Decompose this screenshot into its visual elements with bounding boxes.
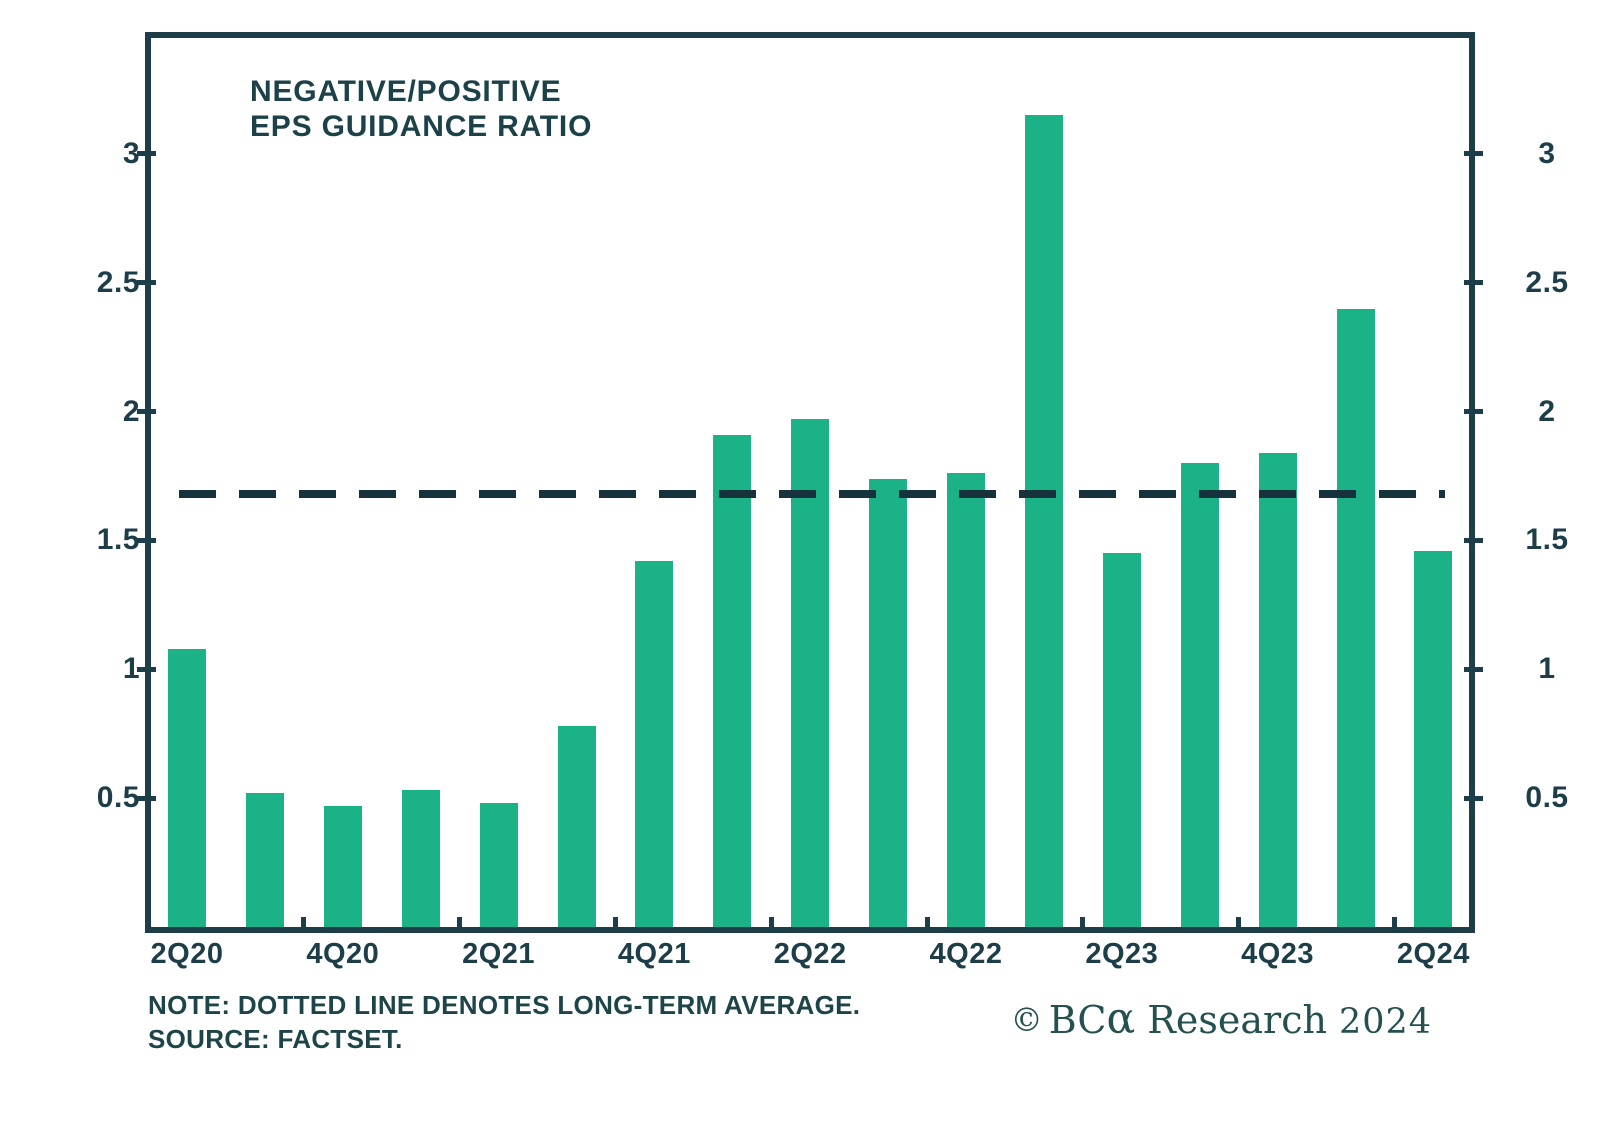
- x-axis-label-2Q20: 2Q20: [150, 938, 224, 970]
- chart-title-line2: EPS GUIDANCE RATIO: [250, 110, 593, 143]
- y-tick-mark: [137, 151, 156, 157]
- bar-2Q22: [791, 419, 830, 927]
- y-tick-mark: [137, 537, 156, 543]
- y-axis-label-left-1: 1: [122, 652, 140, 686]
- bar-1Q22: [713, 434, 752, 927]
- x-axis-label-2Q24: 2Q24: [1396, 938, 1470, 970]
- x-tick-mark: [301, 917, 307, 933]
- y-tick-mark: [137, 280, 156, 286]
- y-tick-mark: [137, 795, 156, 801]
- x-tick-mark: [612, 917, 618, 933]
- brand-year: 2024: [1339, 1002, 1432, 1042]
- bar-1Q21: [401, 790, 440, 927]
- y-tick-mark: [1464, 666, 1483, 672]
- y-axis-label-right-1: 1: [1538, 652, 1556, 686]
- brand-alpha-glyph: α: [1106, 994, 1136, 1044]
- bar-3Q23: [1180, 463, 1219, 927]
- x-axis-label-4Q20: 4Q20: [306, 938, 380, 970]
- plot-area: [137, 32, 1483, 933]
- footnote-note-line: NOTE: DOTTED LINE DENOTES LONG-TERM AVER…: [148, 990, 861, 1020]
- y-axis-label-right-0.5: 0.5: [1525, 781, 1569, 815]
- y-axis-label-right-2: 2: [1538, 394, 1556, 428]
- x-tick-mark: [768, 917, 774, 933]
- y-tick-mark: [1464, 151, 1483, 157]
- y-axis-label-left-1.5: 1.5: [96, 523, 140, 557]
- y-tick-mark: [1464, 537, 1483, 543]
- bar-2Q23: [1102, 553, 1141, 927]
- x-axis-label-4Q23: 4Q23: [1241, 938, 1315, 970]
- y-axis-label-right-2.5: 2.5: [1525, 265, 1569, 299]
- bar-4Q20: [323, 805, 362, 927]
- chart-title-line1: NEGATIVE/POSITIVE: [250, 75, 562, 108]
- y-tick-mark: [137, 666, 156, 672]
- y-tick-mark: [1464, 409, 1483, 415]
- bar-3Q21: [557, 726, 596, 927]
- long-term-average-line: [179, 490, 1445, 499]
- y-axis-label-right-1.5: 1.5: [1525, 523, 1569, 557]
- x-axis-label-4Q22: 4Q22: [929, 938, 1003, 970]
- x-tick-mark: [1236, 917, 1242, 933]
- x-tick-mark: [924, 917, 930, 933]
- bar-2Q24: [1414, 550, 1453, 927]
- x-axis-label-2Q21: 2Q21: [462, 938, 536, 970]
- y-axis-label-left-2: 2: [122, 394, 140, 428]
- x-axis-label-2Q22: 2Q22: [773, 938, 847, 970]
- y-tick-mark: [137, 409, 156, 415]
- bca-research-logo: © BCα Research 2024: [1010, 998, 1432, 1042]
- bar-4Q23: [1258, 452, 1297, 927]
- y-axis-label-left-3: 3: [122, 136, 140, 170]
- bar-4Q21: [635, 561, 674, 927]
- x-tick-mark: [1391, 917, 1397, 933]
- x-axis-label-2Q23: 2Q23: [1085, 938, 1159, 970]
- bar-1Q23: [1024, 115, 1063, 927]
- bar-3Q22: [869, 478, 908, 927]
- footnote-source-line: SOURCE: FACTSET.: [148, 1024, 403, 1054]
- y-axis-label-left-2.5: 2.5: [96, 265, 140, 299]
- bar-2Q20: [168, 648, 206, 927]
- chart-title: NEGATIVE/POSITIVE EPS GUIDANCE RATIO: [250, 74, 592, 144]
- copyright-symbol: ©: [1010, 1001, 1043, 1039]
- bar-3Q20: [245, 793, 284, 927]
- x-tick-mark: [457, 917, 463, 933]
- footnote: NOTE: DOTTED LINE DENOTES LONG-TERM AVER…: [148, 988, 860, 1056]
- bar-1Q24: [1336, 308, 1375, 927]
- y-tick-mark: [1464, 795, 1483, 801]
- bar-4Q22: [947, 473, 985, 927]
- brand-suffix: Research: [1147, 998, 1327, 1042]
- x-tick-mark: [1080, 917, 1086, 933]
- y-axis-label-right-3: 3: [1538, 136, 1556, 170]
- brand-name: BC: [1048, 998, 1107, 1042]
- y-tick-mark: [1464, 280, 1483, 286]
- y-axis-label-left-0.5: 0.5: [96, 781, 140, 815]
- x-axis-label-4Q21: 4Q21: [617, 938, 691, 970]
- bar-2Q21: [479, 803, 518, 927]
